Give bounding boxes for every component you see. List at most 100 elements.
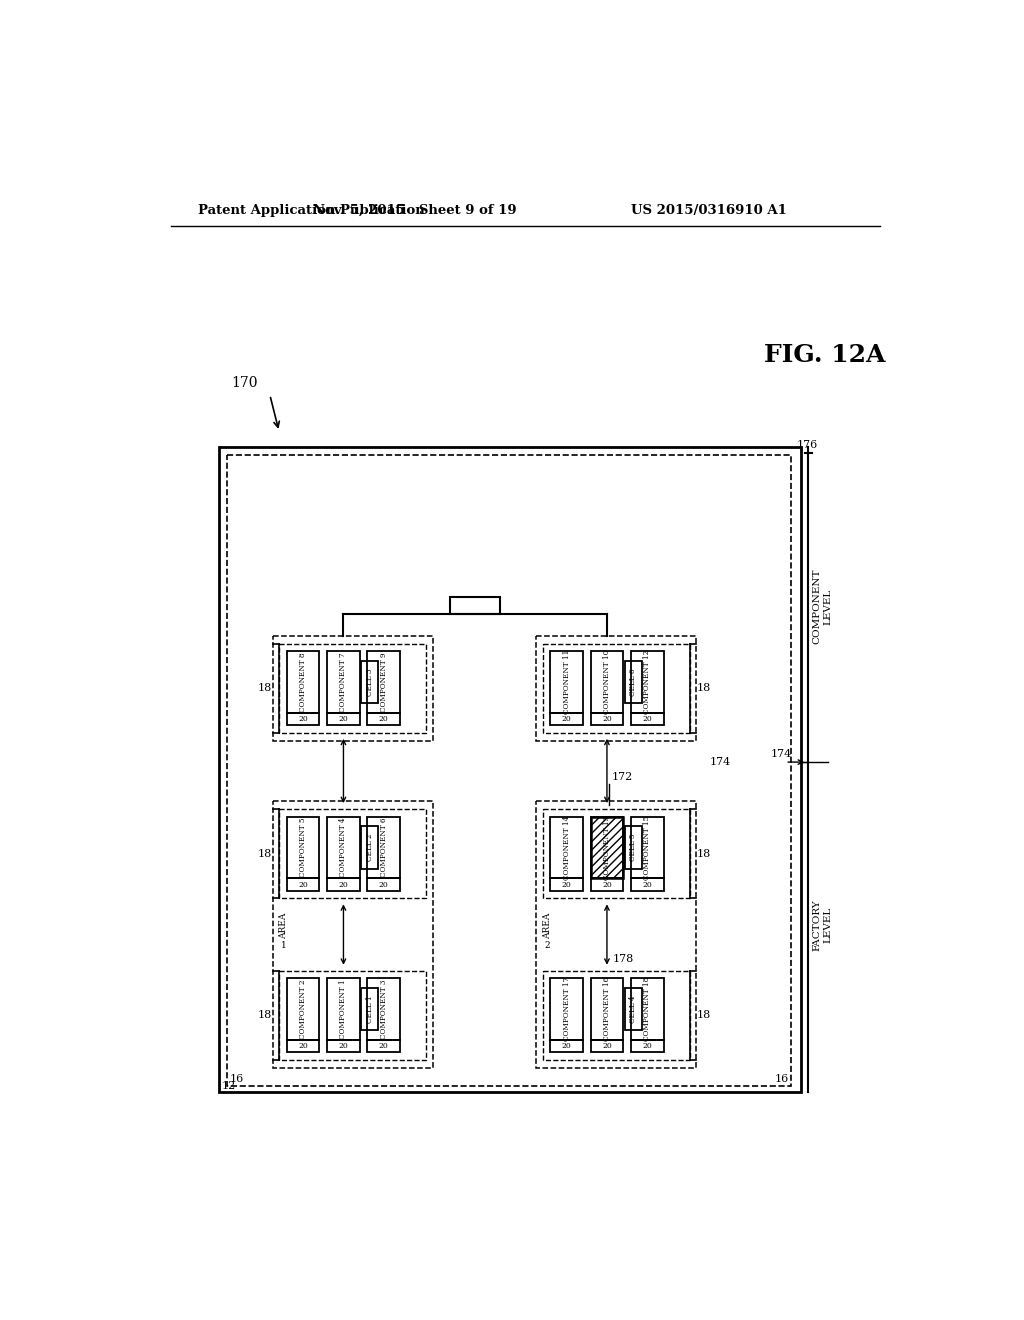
Bar bbox=[328, 978, 359, 1040]
Text: 172: 172 bbox=[611, 772, 633, 783]
Bar bbox=[227, 455, 792, 1086]
Text: 18: 18 bbox=[258, 1010, 272, 1020]
Text: 20: 20 bbox=[602, 1043, 611, 1051]
Text: 20: 20 bbox=[642, 715, 652, 723]
Bar bbox=[368, 651, 400, 713]
Text: FACTORY
LEVEL: FACTORY LEVEL bbox=[813, 899, 833, 952]
Text: 20: 20 bbox=[298, 1043, 308, 1051]
Bar bbox=[328, 651, 359, 713]
Text: 18: 18 bbox=[696, 1010, 711, 1020]
Text: COMPONENT 12: COMPONENT 12 bbox=[643, 649, 651, 714]
Bar bbox=[631, 878, 664, 891]
Bar bbox=[280, 970, 426, 1060]
Text: Nov. 5, 2015   Sheet 9 of 19: Nov. 5, 2015 Sheet 9 of 19 bbox=[313, 205, 516, 218]
Bar bbox=[550, 878, 583, 891]
Bar bbox=[368, 978, 400, 1040]
Text: US 2015/0316910 A1: US 2015/0316910 A1 bbox=[632, 205, 787, 218]
Text: 20: 20 bbox=[602, 880, 611, 888]
Text: CELL 5: CELL 5 bbox=[630, 834, 637, 861]
Text: 20: 20 bbox=[379, 715, 389, 723]
Text: COMPONENT
LEVEL: COMPONENT LEVEL bbox=[813, 569, 833, 644]
Bar bbox=[550, 817, 583, 878]
Bar bbox=[591, 978, 624, 1040]
Bar bbox=[287, 713, 319, 725]
Bar bbox=[631, 817, 664, 878]
Text: 20: 20 bbox=[602, 715, 611, 723]
Text: COMPONENT 13: COMPONENT 13 bbox=[603, 816, 611, 879]
Text: 1: 1 bbox=[281, 941, 287, 950]
Text: 18: 18 bbox=[258, 684, 272, 693]
Text: COMPONENT 10: COMPONENT 10 bbox=[603, 649, 611, 714]
Text: COMPONENT 5: COMPONENT 5 bbox=[299, 818, 307, 878]
Text: 20: 20 bbox=[339, 715, 348, 723]
Text: 170: 170 bbox=[231, 376, 258, 391]
Text: COMPONENT 7: COMPONENT 7 bbox=[339, 652, 347, 711]
Bar bbox=[328, 817, 359, 878]
Bar bbox=[273, 636, 432, 741]
Bar bbox=[368, 1040, 400, 1052]
Bar bbox=[550, 1040, 583, 1052]
Bar bbox=[543, 970, 690, 1060]
Bar bbox=[287, 878, 319, 891]
Text: 178: 178 bbox=[612, 954, 634, 964]
Text: AREA: AREA bbox=[280, 912, 289, 939]
Text: CELL 1: CELL 1 bbox=[366, 995, 374, 1023]
Text: 20: 20 bbox=[379, 880, 389, 888]
Text: COMPONENT 18: COMPONENT 18 bbox=[643, 977, 651, 1041]
Bar bbox=[625, 826, 642, 869]
Text: CELL 3: CELL 3 bbox=[366, 668, 374, 696]
Text: 12: 12 bbox=[221, 1081, 236, 1092]
Bar bbox=[280, 809, 426, 899]
Text: 20: 20 bbox=[642, 880, 652, 888]
Bar bbox=[537, 801, 696, 1068]
Text: CELL 6: CELL 6 bbox=[630, 668, 637, 696]
Text: 2: 2 bbox=[545, 941, 550, 950]
Bar bbox=[625, 989, 642, 1031]
Bar bbox=[368, 713, 400, 725]
Bar bbox=[591, 1040, 624, 1052]
Text: 20: 20 bbox=[379, 1043, 389, 1051]
Bar bbox=[631, 978, 664, 1040]
Text: 18: 18 bbox=[696, 849, 711, 859]
Bar bbox=[361, 989, 378, 1031]
Text: 18: 18 bbox=[258, 849, 272, 859]
Bar bbox=[287, 651, 319, 713]
Bar bbox=[273, 801, 432, 1068]
Text: COMPONENT 6: COMPONENT 6 bbox=[380, 818, 388, 878]
Bar bbox=[591, 817, 624, 878]
Text: COMPONENT 1: COMPONENT 1 bbox=[339, 979, 347, 1039]
Text: COMPONENT 17: COMPONENT 17 bbox=[562, 977, 570, 1041]
Text: CELL 2: CELL 2 bbox=[366, 834, 374, 861]
Text: 174: 174 bbox=[771, 750, 792, 759]
Text: 176: 176 bbox=[797, 440, 817, 450]
Text: 16: 16 bbox=[229, 1073, 244, 1084]
Text: 20: 20 bbox=[339, 1043, 348, 1051]
Bar bbox=[361, 826, 378, 869]
Bar bbox=[219, 447, 801, 1093]
Bar bbox=[550, 978, 583, 1040]
Text: 20: 20 bbox=[562, 1043, 571, 1051]
Text: 20: 20 bbox=[339, 880, 348, 888]
Bar bbox=[328, 1040, 359, 1052]
Bar bbox=[280, 644, 426, 733]
Bar bbox=[328, 878, 359, 891]
Text: COMPONENT 16: COMPONENT 16 bbox=[603, 977, 611, 1041]
Text: 20: 20 bbox=[562, 880, 571, 888]
Bar bbox=[361, 661, 378, 704]
Bar bbox=[591, 878, 624, 891]
Text: 20: 20 bbox=[298, 715, 308, 723]
Bar bbox=[328, 713, 359, 725]
Text: COMPONENT 15: COMPONENT 15 bbox=[643, 816, 651, 879]
Bar bbox=[631, 1040, 664, 1052]
Text: CELL 4: CELL 4 bbox=[630, 995, 637, 1023]
Bar bbox=[450, 597, 501, 614]
Bar bbox=[368, 878, 400, 891]
Text: 20: 20 bbox=[298, 880, 308, 888]
Text: COMPONENT 3: COMPONENT 3 bbox=[380, 979, 388, 1039]
Bar bbox=[591, 651, 624, 713]
Bar bbox=[537, 636, 696, 741]
Text: COMPONENT 11: COMPONENT 11 bbox=[562, 649, 570, 714]
Bar bbox=[287, 1040, 319, 1052]
Text: FIG. 12A: FIG. 12A bbox=[764, 343, 885, 367]
Bar bbox=[625, 661, 642, 704]
